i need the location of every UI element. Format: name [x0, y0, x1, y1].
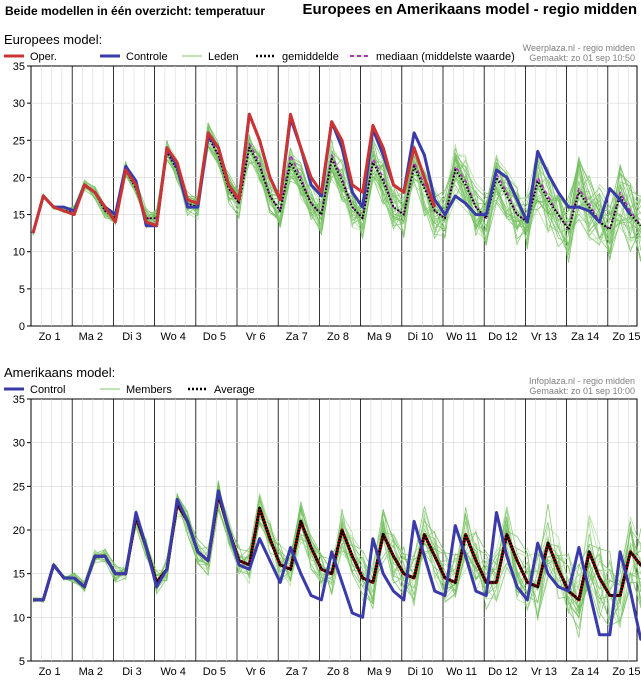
legend-label-mean: gemiddelde: [282, 51, 339, 63]
legend-label-median: mediaan (middelste waarde): [376, 51, 515, 63]
y-tick-label: 5: [19, 284, 25, 296]
legend-label-members: Leden: [208, 51, 239, 63]
median-series: [32, 135, 641, 234]
day-label: Do 12: [488, 666, 517, 678]
day-label: Ma 2: [79, 331, 103, 343]
day-label: Di 10: [408, 666, 434, 678]
panel-title: Europees model:: [4, 32, 102, 47]
day-label: Vr 6: [246, 331, 266, 343]
control-series: [33, 489, 641, 641]
made-label: Gemaakt: zo 01 sep 10:50: [529, 53, 635, 63]
made-label: Gemaakt: zo 01 sep 10:00: [529, 386, 635, 396]
average-series: [33, 493, 641, 602]
legend-label-oper: Oper.: [30, 51, 57, 63]
legend-label-control: Controle: [126, 51, 168, 63]
day-label: Do 12: [488, 331, 517, 343]
legend: Control Members Average: [4, 384, 255, 396]
panel-title: Amerikaans model:: [4, 365, 115, 380]
y-tick-label: 20: [13, 172, 25, 184]
day-label: Zo 8: [327, 666, 349, 678]
y-tick-label: 10: [13, 612, 25, 624]
y-tick-label: 5: [19, 656, 25, 668]
day-label: Zo 15: [612, 331, 640, 343]
day-label: Vr 13: [531, 666, 557, 678]
day-label: Vr 6: [246, 666, 266, 678]
day-label: Vr 13: [531, 331, 557, 343]
y-tick-label: 10: [13, 247, 25, 259]
legend-label-control: Control: [30, 384, 65, 396]
day-label: Zo 1: [39, 331, 61, 343]
overview-title: Beide modellen in één overzicht: tempera…: [5, 4, 266, 18]
day-label: Zo 1: [39, 666, 61, 678]
legend: Oper. Controle Leden gemiddelde mediaan (mid…: [4, 51, 515, 63]
page-header: Beide modellen in één overzicht: tempera…: [0, 0, 641, 24]
y-tick-label: 20: [13, 525, 25, 537]
legend-label-members: Members: [126, 384, 172, 396]
y-tick-label: 15: [13, 210, 25, 222]
y-tick-label: 30: [13, 98, 25, 110]
source-label: Weerplaza.nl - regio midden: [523, 43, 635, 53]
y-tick-label: 15: [13, 569, 25, 581]
day-label: Ma 9: [367, 331, 391, 343]
day-label: Do 5: [203, 331, 226, 343]
member-line: [32, 495, 641, 629]
day-label: Di 10: [408, 331, 434, 343]
day-label: Do 5: [203, 666, 226, 678]
day-label: Wo 4: [160, 331, 185, 343]
y-tick-label: 25: [13, 481, 25, 493]
day-label: Zo 15: [612, 666, 640, 678]
y-tick-label: 0: [19, 321, 25, 333]
y-tick-label: 30: [13, 438, 25, 450]
day-label: Za 14: [571, 666, 599, 678]
day-label: Wo 4: [160, 666, 185, 678]
member-line: [32, 125, 641, 244]
y-tick-label: 25: [13, 135, 25, 147]
day-label: Za 7: [286, 666, 308, 678]
main-title: Europees en Amerikaans model - regio mid…: [302, 1, 637, 18]
day-label: Za 7: [286, 331, 308, 343]
y-tick-label: 35: [13, 61, 25, 73]
day-label: Ma 2: [79, 666, 103, 678]
day-label: Za 14: [571, 331, 599, 343]
day-label: Zo 8: [327, 331, 349, 343]
european-model-chart: Europees model: Weerplaza.nl - regio midd…: [4, 32, 641, 343]
day-label: Ma 9: [367, 666, 391, 678]
oper-series: [31, 112, 437, 234]
legend-label-average: Average: [214, 384, 255, 396]
y-tick-label: 35: [13, 394, 25, 406]
day-label: Wo 11: [446, 666, 477, 678]
day-label: Di 3: [122, 666, 142, 678]
american-model-chart: Amerikaans model: Infoplaza.nl - regio mi…: [4, 365, 641, 678]
day-label: Wo 11: [446, 331, 477, 343]
day-label: Di 3: [122, 331, 142, 343]
source-label: Infoplaza.nl - regio midden: [529, 376, 635, 386]
